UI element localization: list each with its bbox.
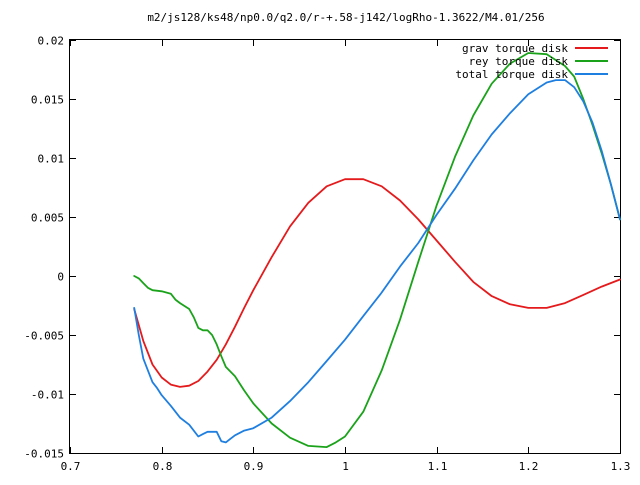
y-tick-label: 0.02 [38,35,65,48]
y-tick-label: -0.015 [24,448,64,461]
y-tick-label: 0 [57,271,64,284]
x-tick-label: 1 [342,460,349,473]
x-tick-label: 1.1 [428,460,448,473]
y-tick-label: -0.01 [31,389,64,402]
y-axis: -0.015 -0.01 -0.005 0 0.005 0.01 0.015 0.02 [24,35,620,461]
series-line-3 [133,79,621,444]
legend-label: rey torque disk [469,55,569,68]
series-line-2 [133,52,621,449]
y-tick-label: 0.015 [31,94,64,107]
x-tick-label: 1.2 [519,460,539,473]
legend-label: total torque disk [455,68,568,81]
x-tick-label: 0.9 [244,460,264,473]
x-tick-label: 1.3 [611,460,631,473]
y-tick-label: 0.005 [31,212,64,225]
y-tick-label: 0.01 [38,153,65,166]
x-tick-label: 0.8 [153,460,173,473]
series-line-1 [133,178,621,388]
chart-title: m2/js128/ks48/np0.0/q2.0/r-+.58-j142/log… [147,11,544,24]
x-tick-label: 0.7 [61,460,81,473]
x-axis: 0.7 0.8 0.9 1 1.1 1.2 1.3 [61,40,631,473]
plot-frame [69,39,621,454]
legend-label: grav torque disk [462,42,568,55]
series-layer [133,52,621,449]
y-tick-label: -0.005 [24,330,64,343]
